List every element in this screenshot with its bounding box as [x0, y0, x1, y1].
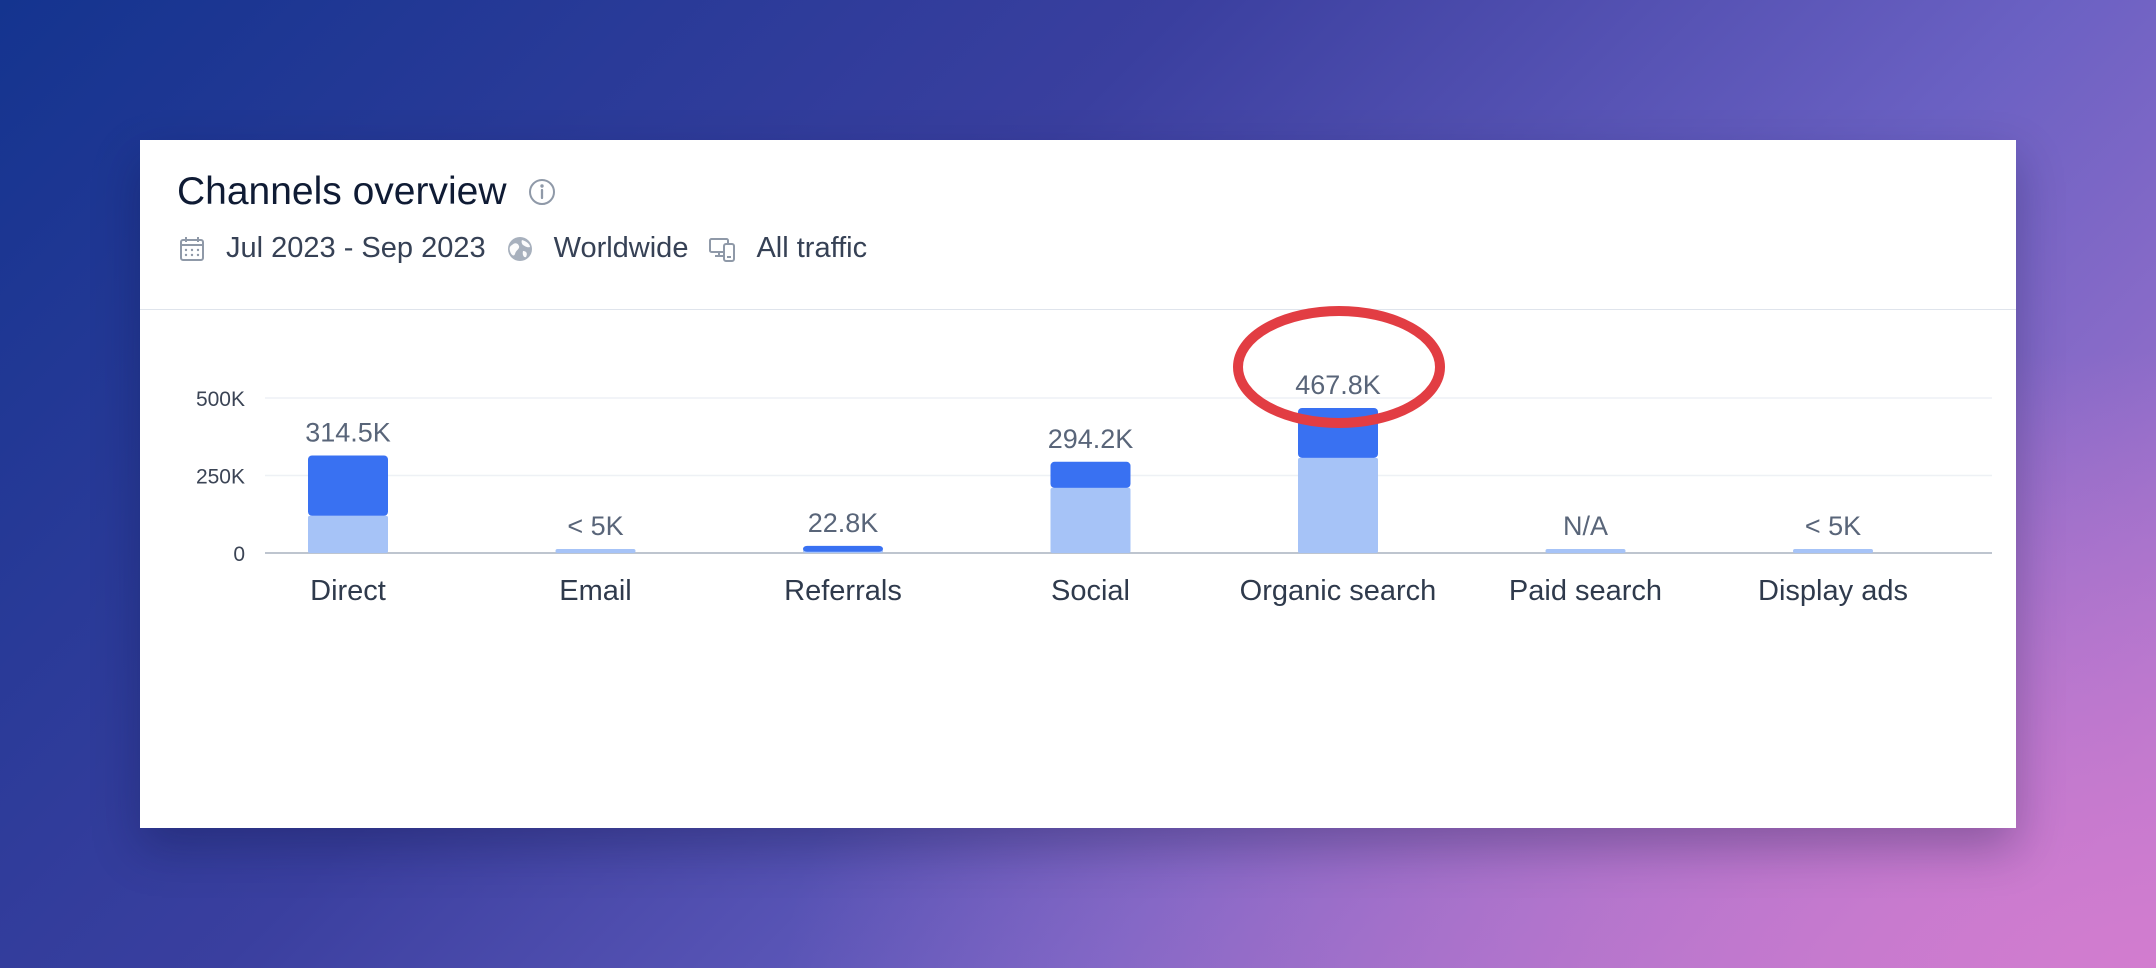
- channels-overview-card: Channels overview: [140, 140, 2016, 828]
- region-filter[interactable]: Worldwide: [504, 232, 689, 265]
- category-label-direct: Direct: [310, 575, 386, 607]
- bar-segment-dark-direct[interactable]: [308, 455, 388, 516]
- bar-segment-light-organic-search[interactable]: [1298, 457, 1378, 553]
- globe-icon: [507, 236, 532, 261]
- value-label-social: 294.2K: [1048, 424, 1134, 454]
- category-label-display-ads: Display ads: [1758, 575, 1908, 607]
- bar-segment-dark-organic-search[interactable]: [1298, 407, 1378, 458]
- filter-row: Jul 2023 - Sep 2023 Worldwide: [176, 232, 867, 265]
- y-tick-label: 500K: [196, 388, 245, 411]
- value-label-paid-search: N/A: [1563, 511, 1608, 541]
- highlight-ellipse: [1233, 306, 1445, 428]
- bar-segment-light-direct[interactable]: [308, 515, 388, 553]
- date-range-filter[interactable]: Jul 2023 - Sep 2023: [176, 232, 486, 265]
- date-range-label: Jul 2023 - Sep 2023: [226, 232, 486, 264]
- traffic-label: All traffic: [756, 232, 868, 264]
- category-label-email: Email: [559, 575, 632, 607]
- card-title: Channels overview: [177, 170, 507, 213]
- bar-segment-dark-social[interactable]: [1050, 461, 1131, 488]
- value-label-display-ads: < 5K: [1805, 511, 1861, 541]
- card-header: Channels overview: [140, 140, 2016, 310]
- value-label-organic-search: 467.8K: [1295, 370, 1381, 400]
- traffic-filter[interactable]: All traffic: [706, 232, 867, 265]
- bar-segment-light-paid-search[interactable]: [1545, 549, 1626, 553]
- region-label: Worldwide: [553, 232, 689, 264]
- devices-icon: [709, 237, 736, 262]
- category-label-organic-search: Organic search: [1240, 575, 1437, 607]
- bar-segment-light-social[interactable]: [1050, 487, 1131, 553]
- category-label-paid-search: Paid search: [1509, 575, 1662, 607]
- bar-segment-dark-referrals[interactable]: [803, 545, 883, 552]
- category-label-social: Social: [1051, 575, 1130, 607]
- y-tick-label: 0: [233, 543, 245, 566]
- value-label-direct: 314.5K: [305, 418, 391, 448]
- bar-segment-light-display-ads[interactable]: [1793, 549, 1873, 553]
- calendar-icon: [180, 236, 204, 261]
- value-label-referrals: 22.8K: [808, 508, 879, 538]
- info-icon[interactable]: [527, 177, 557, 207]
- channels-bar-chart: 500K 250K 0 314.5K Direct < 5K Email 22.8K Refer…: [140, 306, 2016, 828]
- y-tick-label: 250K: [196, 466, 245, 489]
- category-label-referrals: Referrals: [784, 575, 902, 607]
- title-row: Channels overview: [177, 172, 557, 211]
- chart-svg: 500K 250K 0 314.5K Direct < 5K Email 22.8K Refer…: [196, 306, 1992, 607]
- value-label-email: < 5K: [567, 511, 623, 541]
- bar-segment-light-email[interactable]: [555, 549, 636, 553]
